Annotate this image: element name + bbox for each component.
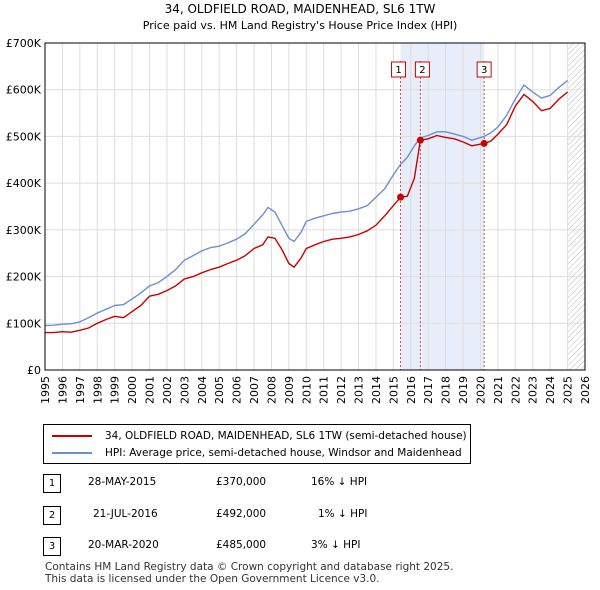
x-tick-label: 2019: [457, 376, 470, 404]
x-tick-label: 2026: [579, 376, 592, 404]
transaction-price: £370,000: [216, 476, 267, 488]
transaction-date: 21-JUL-2016: [93, 508, 158, 520]
chart-title: 34, OLDFIELD ROAD, MAIDENHEAD, SL6 1TW: [165, 2, 436, 16]
chart-subtitle: Price paid vs. HM Land Registry's House …: [143, 19, 458, 32]
x-tick-label: 1997: [74, 376, 87, 404]
footer-licence: This data is licensed under the Open Gov…: [45, 573, 380, 585]
plot-background: [45, 43, 585, 370]
y-tick-label: £0: [27, 364, 41, 377]
plot-frame: [44, 42, 586, 371]
transaction-price: £485,000: [216, 539, 267, 551]
transaction-price: £492,000: [216, 508, 267, 520]
x-tick-label: 2004: [196, 376, 209, 404]
transaction-hpi: 3% ↓ HPI: [311, 539, 361, 551]
y-tick-label: £600K: [6, 84, 42, 97]
y-tick-label: £200K: [6, 271, 42, 284]
x-tick-label: 2015: [387, 376, 400, 404]
transaction-hpi: 16% ↓ HPI: [311, 476, 368, 488]
x-tick-label: 2006: [231, 376, 244, 404]
y-tick-label: £400K: [6, 177, 42, 190]
legend: 34, OLDFIELD ROAD, MAIDENHEAD, SL6 1TW (…: [43, 424, 471, 464]
price-chart: 34, OLDFIELD ROAD, MAIDENHEAD, SL6 1TW P…: [6, 2, 592, 404]
transaction-hpi: 1% ↓ HPI: [318, 508, 368, 520]
legend-label-property: 34, OLDFIELD ROAD, MAIDENHEAD, SL6 1TW (…: [105, 430, 467, 442]
legend-item-hpi: HPI: Average price, semi-detached house,…: [52, 445, 462, 461]
y-tick-label: £700K: [6, 37, 42, 50]
x-tick-label: 1998: [91, 376, 104, 404]
x-tick-label: 2017: [422, 376, 435, 404]
x-tick-label: 2009: [283, 376, 296, 404]
x-tick-label: 2016: [405, 376, 418, 404]
future-hatch: [567, 43, 585, 370]
transaction-number: 3: [43, 537, 61, 556]
footer: Contains HM Land Registry data © Crown c…: [45, 561, 453, 585]
sale-marker-label: 2: [419, 65, 425, 76]
sale-point: [397, 193, 405, 201]
x-tick-label: 2011: [318, 376, 331, 404]
legend-label-hpi: HPI: Average price, semi-detached house,…: [105, 447, 462, 459]
x-tick-label: 2018: [440, 376, 453, 404]
x-tick-label: 2001: [144, 376, 157, 404]
ownership-shading: [400, 43, 485, 370]
x-tick-label: 2002: [161, 376, 174, 404]
property-price-line: [45, 91, 569, 334]
x-tick-label: 1999: [109, 376, 122, 404]
x-tick-label: 2013: [353, 376, 366, 404]
transaction-date: 28-MAY-2015: [88, 476, 157, 488]
sale-marker-box: [391, 61, 407, 78]
x-tick-label: 1996: [56, 376, 69, 404]
transaction-number: 2: [43, 506, 61, 525]
y-tick-label: £500K: [6, 130, 42, 143]
x-tick-label: 2008: [265, 376, 278, 404]
x-tick-label: 2007: [248, 376, 261, 404]
sale-marker-box: [414, 61, 430, 78]
sale-point: [480, 139, 488, 147]
x-tick-label: 2024: [544, 376, 557, 404]
legend-item-property: 34, OLDFIELD ROAD, MAIDENHEAD, SL6 1TW (…: [52, 428, 467, 444]
footer-copyright: Contains HM Land Registry data © Crown c…: [45, 561, 454, 573]
x-tick-label: 1995: [39, 376, 52, 404]
x-tick-label: 2003: [178, 376, 191, 404]
sale-marker-label: 3: [481, 65, 487, 76]
legend-swatch-hpi: [52, 452, 92, 454]
y-tick-label: £300K: [6, 224, 42, 237]
transaction-date: 20-MAR-2020: [88, 539, 159, 551]
sale-point: [416, 136, 424, 144]
legend-swatch-property: [52, 435, 92, 437]
x-tick-label: 2005: [213, 376, 226, 404]
x-tick-label: 2012: [335, 376, 348, 404]
x-tick-label: 2022: [509, 376, 522, 404]
transaction-number: 1: [43, 474, 61, 493]
y-tick-label: £100K: [6, 317, 42, 330]
x-tick-label: 2014: [370, 376, 383, 404]
x-tick-label: 2023: [527, 376, 540, 404]
x-tick-label: 2021: [492, 376, 505, 404]
hpi-line: [44, 79, 569, 327]
x-tick-label: 2020: [474, 376, 487, 404]
x-tick-label: 2000: [126, 376, 139, 404]
x-tick-label: 2025: [562, 376, 575, 404]
sale-marker-box: [476, 61, 492, 78]
x-tick-label: 2010: [300, 376, 313, 404]
sale-marker-label: 1: [395, 65, 401, 76]
